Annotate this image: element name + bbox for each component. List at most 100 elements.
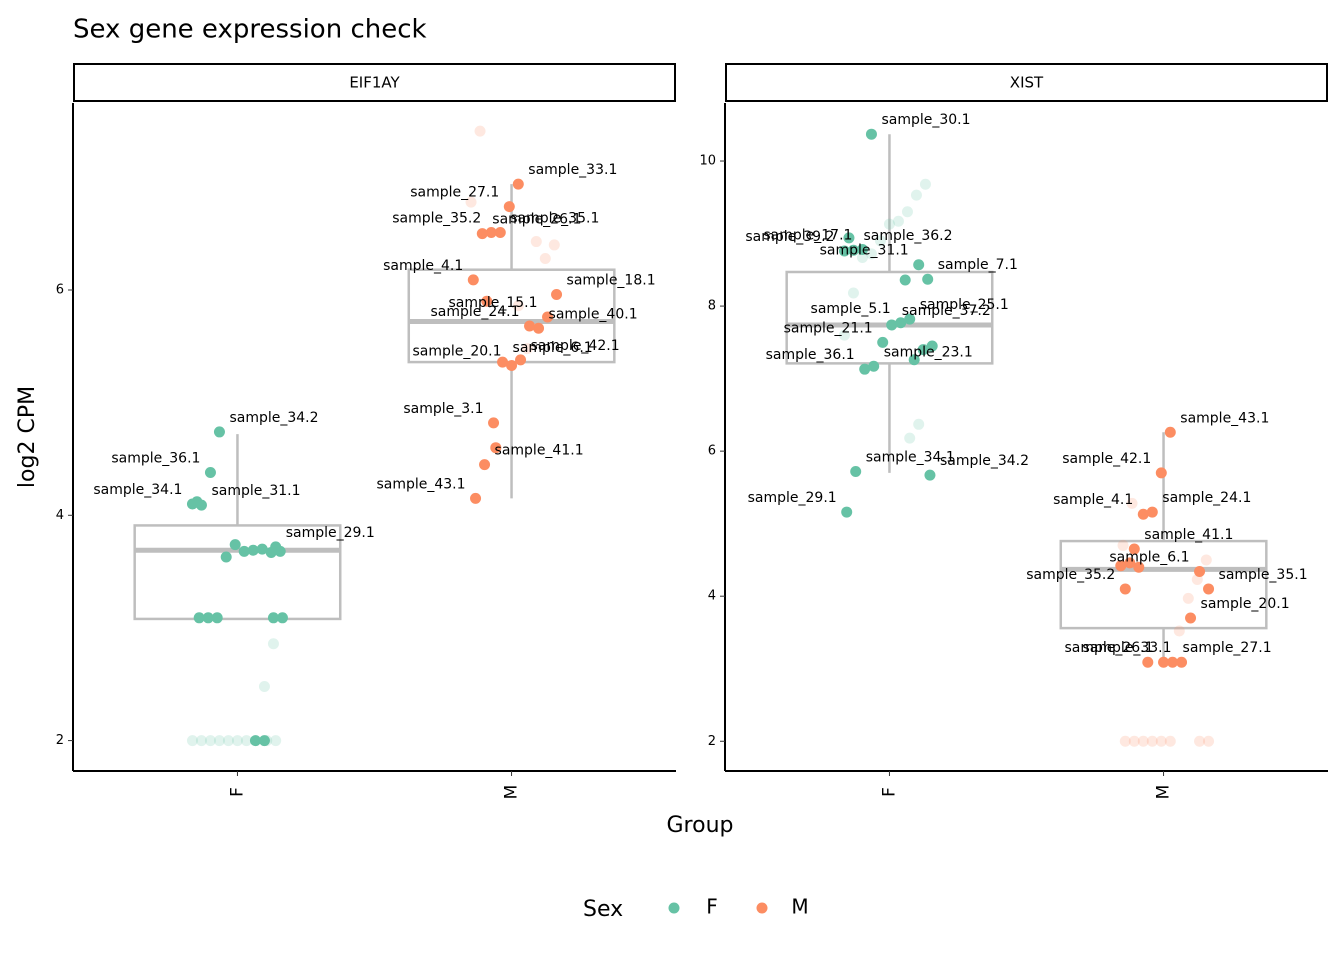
faded-point xyxy=(1137,735,1149,747)
labeled-point xyxy=(1167,656,1179,668)
point xyxy=(1124,557,1136,569)
legend-label: M xyxy=(791,895,808,919)
point xyxy=(238,545,250,557)
x-tick-label: M xyxy=(502,785,522,800)
labeled-point xyxy=(186,498,198,510)
labeled-point xyxy=(847,244,859,256)
labeled-point xyxy=(913,259,925,271)
point-label: sample_35.1 xyxy=(1219,567,1308,583)
labeled-point xyxy=(270,541,282,553)
point-label: sample_33.1 xyxy=(1082,640,1171,656)
point xyxy=(276,612,288,624)
box xyxy=(133,524,342,621)
strip-label: XIST xyxy=(1010,74,1044,92)
labeled-point xyxy=(1137,508,1149,520)
labeled-point xyxy=(1155,467,1167,479)
faded-point xyxy=(270,735,282,747)
labeled-point xyxy=(1158,656,1170,668)
y-tick-label: 10 xyxy=(699,154,716,169)
strip-label: EIF1AY xyxy=(349,74,400,92)
faded-point xyxy=(204,735,216,747)
labeled-point xyxy=(1203,583,1215,595)
point-label: sample_34.2 xyxy=(229,410,318,426)
legend-marker xyxy=(756,902,768,914)
labeled-point xyxy=(1176,656,1188,668)
y-tick-label: 6 xyxy=(56,282,64,297)
labeled-point xyxy=(1146,506,1158,518)
labeled-point xyxy=(1185,612,1197,624)
y-axis-title: log2 CPM xyxy=(15,386,40,488)
point xyxy=(1142,656,1154,668)
point-label: sample_42.1 xyxy=(531,338,620,354)
point xyxy=(490,442,502,454)
point-label: sample_21.1 xyxy=(784,320,873,336)
labeled-point xyxy=(506,359,518,371)
faded-point xyxy=(530,236,542,248)
labeled-point xyxy=(524,320,536,332)
labeled-point xyxy=(922,273,934,285)
labeled-point xyxy=(865,128,877,140)
legend-title: Sex xyxy=(583,897,623,922)
faded-point xyxy=(222,735,234,747)
labeled-point xyxy=(868,360,880,372)
point xyxy=(193,612,205,624)
faded-point xyxy=(231,735,243,747)
point-label: sample_20.1 xyxy=(412,343,501,359)
point-label: sample_4.1 xyxy=(1053,492,1133,508)
x-tick-label: F xyxy=(879,787,899,797)
point-label: sample_37.2 xyxy=(902,303,991,319)
labeled-point xyxy=(1128,543,1140,555)
point xyxy=(843,232,855,244)
labeled-point xyxy=(204,466,216,478)
point-label: sample_40.1 xyxy=(549,306,638,322)
faded-point xyxy=(1164,735,1176,747)
point-label: sample_27.1 xyxy=(1183,640,1272,656)
faded-point xyxy=(512,300,524,312)
point xyxy=(899,274,911,286)
faded-point xyxy=(919,178,931,190)
faded-point xyxy=(910,189,922,201)
labeled-point xyxy=(1119,583,1131,595)
faded-point xyxy=(883,218,895,230)
labeled-point xyxy=(467,274,479,286)
point-label: sample_42.1 xyxy=(1062,451,1151,467)
point xyxy=(229,539,241,551)
point-label: sample_26.1 xyxy=(1064,640,1153,656)
point xyxy=(1133,561,1145,573)
point-label: sample_7.1 xyxy=(938,257,1018,273)
point xyxy=(926,340,938,352)
point-label: sample_27.1 xyxy=(410,185,499,201)
point xyxy=(1115,560,1127,572)
labeled-point xyxy=(542,311,554,323)
labeled-point xyxy=(850,465,862,477)
labeled-point xyxy=(924,469,936,481)
point-label: sample_4.1 xyxy=(383,258,463,274)
labeled-point xyxy=(488,417,500,429)
labeled-point xyxy=(904,313,916,325)
faded-point xyxy=(1155,735,1167,747)
faded-point xyxy=(1203,735,1215,747)
labeled-point xyxy=(856,244,868,256)
labeled-point xyxy=(551,289,563,301)
point-label: sample_35.1 xyxy=(510,211,599,227)
y-tick-label: 8 xyxy=(708,299,716,314)
point xyxy=(481,295,493,307)
y-tick-label: 4 xyxy=(708,589,716,604)
point-label: sample_6.1 xyxy=(513,340,593,356)
x-tick-label: M xyxy=(1154,785,1174,800)
faded-point xyxy=(892,215,904,227)
point-label: sample_35.2 xyxy=(1026,567,1115,583)
x-tick-label: F xyxy=(227,787,247,797)
faded-point xyxy=(240,735,252,747)
point-label: sample_5.1 xyxy=(811,301,891,317)
x-axis-title: Group xyxy=(667,813,734,838)
labeled-point xyxy=(512,178,524,190)
point-label: sample_3.1 xyxy=(403,401,483,417)
point-label: sample_26.1 xyxy=(492,212,581,228)
point xyxy=(908,354,920,366)
faded-point xyxy=(1173,625,1185,637)
faded-point xyxy=(258,681,270,693)
labeled-point xyxy=(515,354,527,366)
